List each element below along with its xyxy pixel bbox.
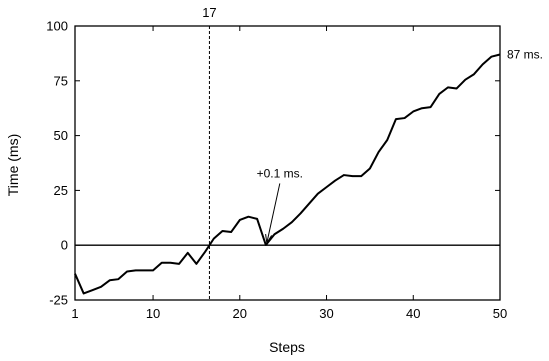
x-tick-label: 50 — [493, 306, 507, 321]
y-tick-label: 100 — [46, 19, 68, 34]
y-axis-label: Time (ms) — [5, 134, 21, 196]
y-tick-label: 75 — [54, 73, 68, 88]
annotation-min-diff: +0.1 ms. — [257, 166, 303, 180]
x-tick-label: 20 — [233, 306, 247, 321]
y-tick-label: -25 — [49, 293, 68, 308]
series-line — [74, 53, 501, 295]
x-tick-label: 40 — [406, 306, 420, 321]
plot-frame — [74, 25, 501, 301]
annotation-end-value: 87 ms. — [507, 47, 543, 61]
y-tick-label: 50 — [54, 128, 68, 143]
x-axis-label: Steps — [269, 339, 305, 355]
y-tick-label: 25 — [54, 183, 68, 198]
x-tick-label: 30 — [319, 306, 333, 321]
x-tick-label: 1 — [71, 306, 78, 321]
vline-label: 17 — [202, 5, 216, 20]
x-tick-label: 10 — [146, 306, 160, 321]
annotation-arrow — [266, 183, 281, 244]
annotation-arrowhead — [265, 233, 273, 245]
y-tick-label: 0 — [61, 238, 68, 253]
